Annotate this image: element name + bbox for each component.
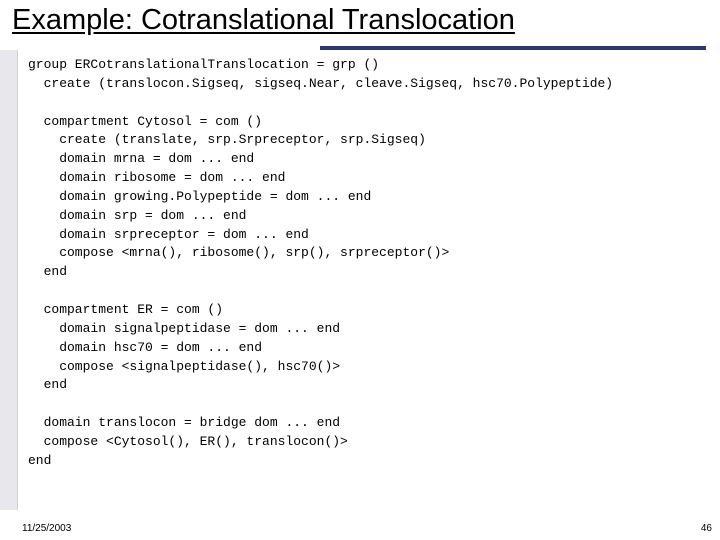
code-line: end [28,377,67,392]
code-line: domain growing.Polypeptide = dom ... end [28,189,371,204]
code-line: domain mrna = dom ... end [28,151,254,166]
code-line: create (translate, srp.Srpreceptor, srp.… [28,132,426,147]
code-line: end [28,453,51,468]
code-line: domain srpreceptor = dom ... end [28,227,309,242]
left-accent-panel [0,50,18,510]
code-line: domain translocon = bridge dom ... end [28,415,340,430]
code-line: create (translocon.Sigseq, sigseq.Near, … [28,76,613,91]
footer-page-number: 46 [701,523,712,534]
code-line: domain hsc70 = dom ... end [28,340,262,355]
code-line: end [28,264,67,279]
code-line: domain srp = dom ... end [28,208,246,223]
code-line: compartment ER = com () [28,302,223,317]
title-underline-bar [320,46,706,50]
code-line: compose <Cytosol(), ER(), translocon()> [28,434,348,449]
code-line: domain signalpeptidase = dom ... end [28,321,340,336]
slide-title-block: Example: Cotranslational Translocation [12,4,708,37]
code-line: compose <signalpeptidase(), hsc70()> [28,359,340,374]
code-line: compose <mrna(), ribosome(), srp(), srpr… [28,245,449,260]
code-line: compartment Cytosol = com () [28,114,262,129]
code-line: domain ribosome = dom ... end [28,170,285,185]
code-line: group ERCotranslationalTranslocation = g… [28,57,379,72]
code-listing: group ERCotranslationalTranslocation = g… [28,56,700,471]
footer-date: 11/25/2003 [22,523,71,534]
slide-title: Example: Cotranslational Translocation [12,4,515,36]
